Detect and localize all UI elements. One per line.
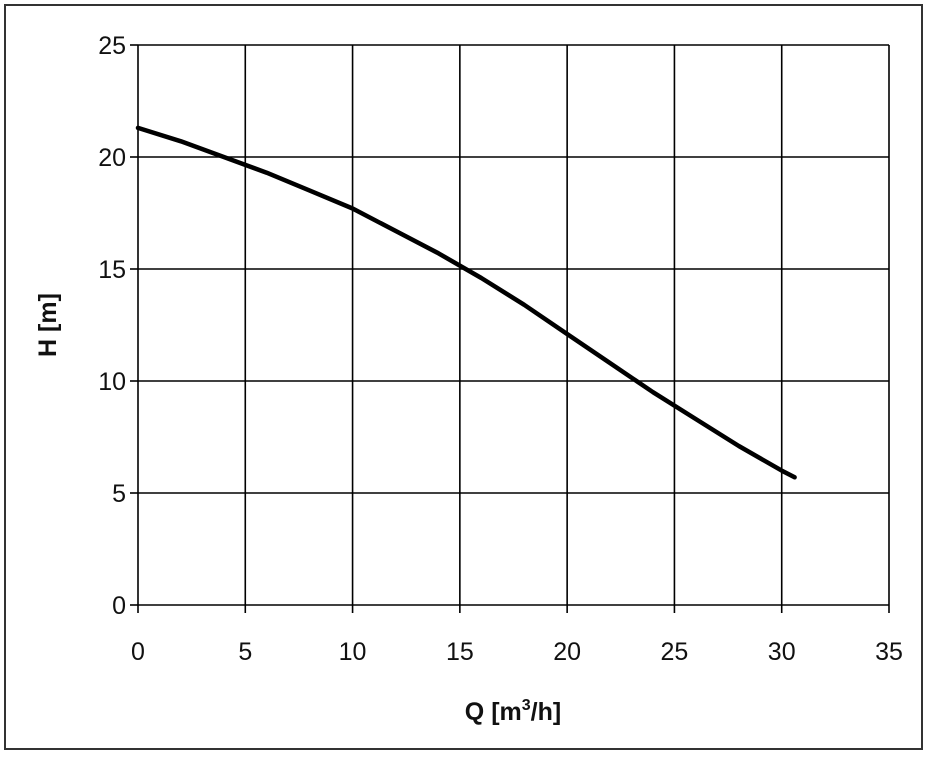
series-line-1 xyxy=(135,125,797,480)
x-tick-label: 5 xyxy=(238,638,252,666)
y-axis-label: H [m] xyxy=(34,293,62,357)
data-series xyxy=(135,125,797,480)
x-tick-label: 15 xyxy=(446,638,474,666)
y-axis-ticks: 0 5 10 15 20 25 xyxy=(98,32,126,620)
x-tick-label: 0 xyxy=(131,638,145,666)
x-axis-ticks: 0 5 10 15 20 25 30 35 xyxy=(131,638,903,666)
x-tick-label: 10 xyxy=(339,638,367,666)
x-axis-label: Q [m3/h] xyxy=(465,697,561,726)
y-tick-label: 25 xyxy=(98,32,126,60)
y-tick-label: 20 xyxy=(98,144,126,172)
y-tick-label: 10 xyxy=(98,368,126,396)
chart-frame xyxy=(4,4,923,750)
x-tick-label: 25 xyxy=(661,638,689,666)
x-tick-label: 35 xyxy=(875,638,903,666)
x-tick-label: 30 xyxy=(768,638,796,666)
y-tick-label: 15 xyxy=(98,256,126,284)
x-tick-label: 20 xyxy=(553,638,581,666)
y-tick-label: 0 xyxy=(112,592,126,620)
y-tick-label: 5 xyxy=(112,480,126,508)
grid-lines xyxy=(130,44,890,613)
